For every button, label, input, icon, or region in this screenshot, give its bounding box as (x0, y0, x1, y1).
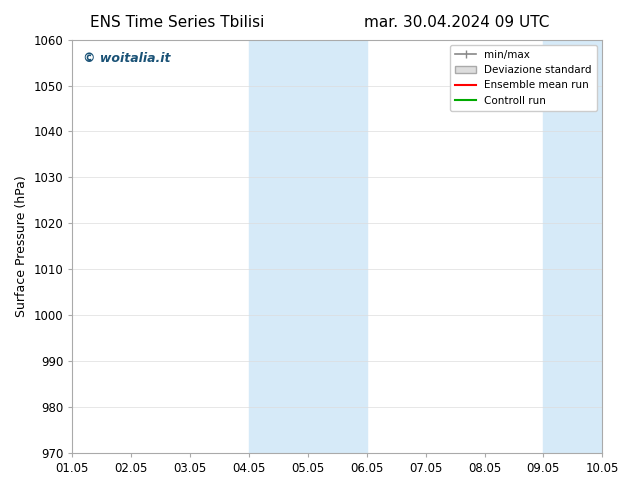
Legend: min/max, Deviazione standard, Ensemble mean run, Controll run: min/max, Deviazione standard, Ensemble m… (450, 45, 597, 111)
Text: mar. 30.04.2024 09 UTC: mar. 30.04.2024 09 UTC (364, 15, 549, 30)
Y-axis label: Surface Pressure (hPa): Surface Pressure (hPa) (15, 175, 28, 317)
Bar (249, 40, 366, 453)
Text: © woitalia.it: © woitalia.it (83, 52, 171, 65)
Text: ENS Time Series Tbilisi: ENS Time Series Tbilisi (90, 15, 265, 30)
Bar (543, 40, 602, 453)
